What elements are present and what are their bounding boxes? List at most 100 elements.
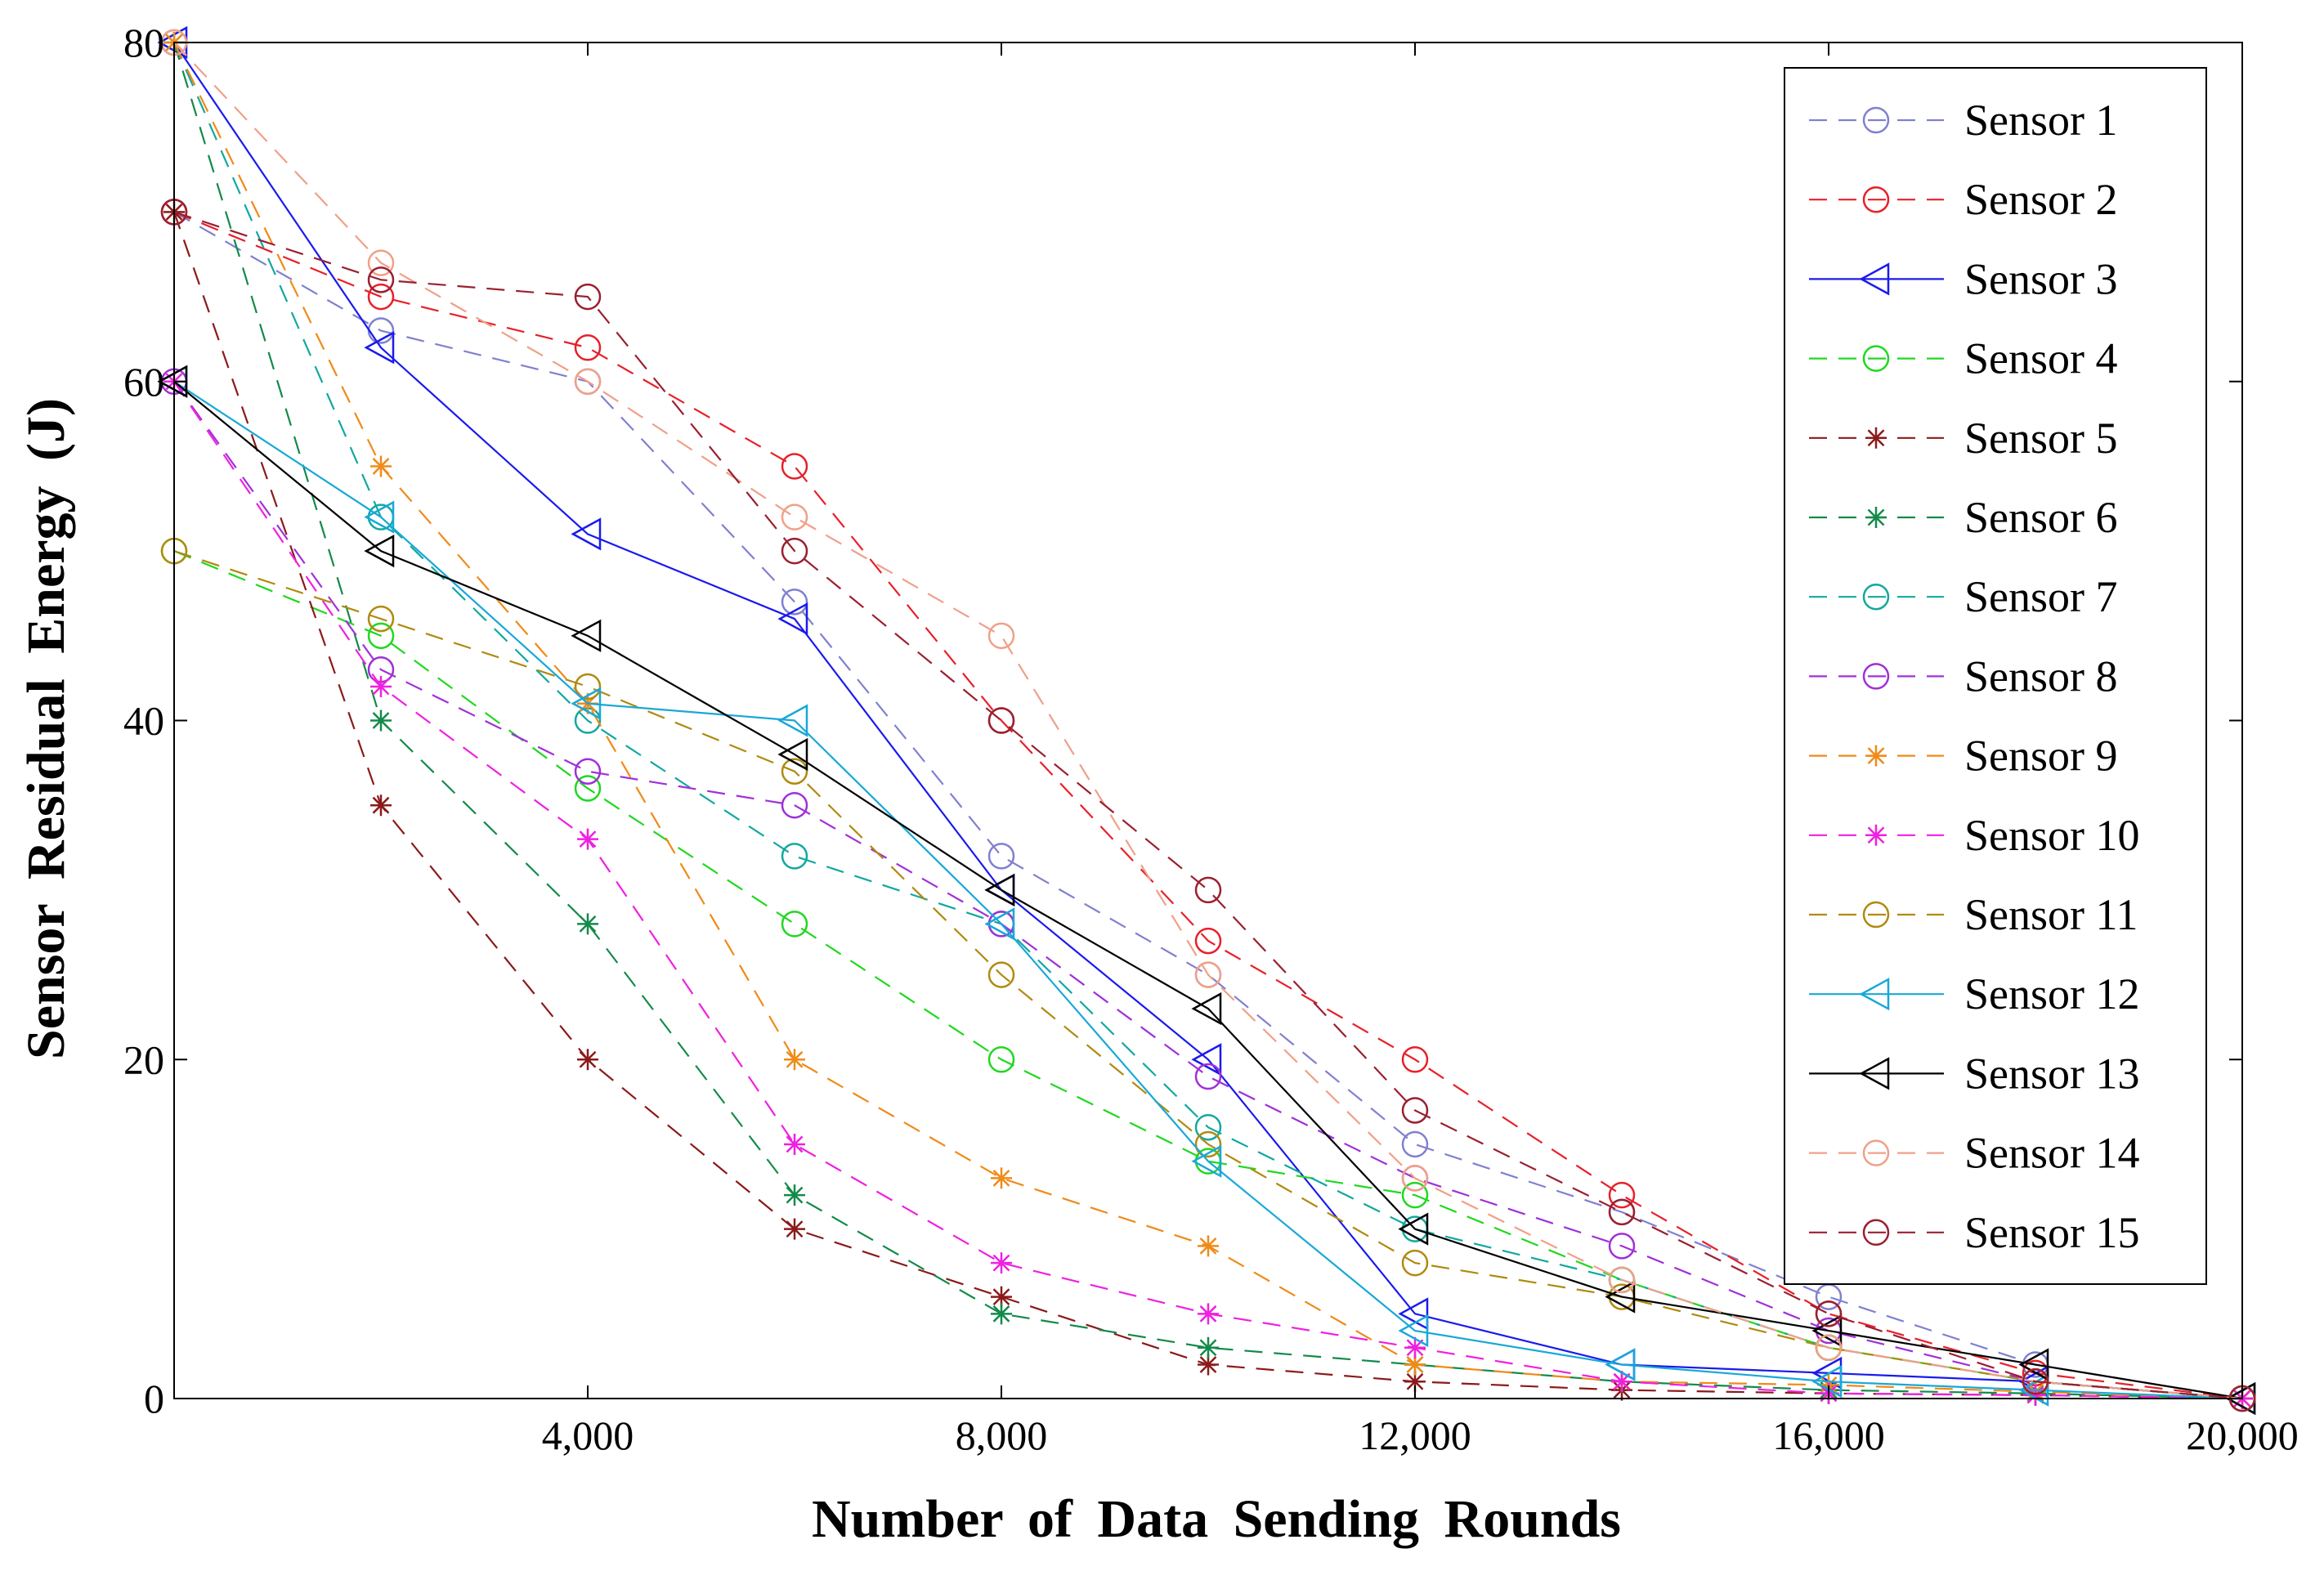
data-point: [574, 673, 602, 700]
data-point: [784, 1133, 805, 1155]
data-point: [574, 334, 602, 361]
data-point: [1398, 1212, 1429, 1246]
data-point: [1608, 1266, 1636, 1294]
data-point: [1401, 1130, 1429, 1158]
data-point: [1401, 1097, 1429, 1124]
data-point: [1398, 1314, 1429, 1348]
legend: Sensor 1 Sensor 2 Sensor 3 Sensor 4 Sensor 5…: [1784, 67, 2207, 1285]
legend-label: Sensor 6: [1964, 493, 2118, 542]
data-point: [571, 517, 602, 551]
data-point: [1194, 876, 1222, 904]
legend-marker: [1862, 106, 1890, 134]
data-point: [987, 1046, 1015, 1073]
data-point: [367, 249, 395, 276]
legend-label: Sensor 15: [1964, 1208, 2140, 1257]
data-point: [777, 602, 808, 636]
series-line: [172, 42, 2243, 1400]
legend-label: Sensor 2: [1964, 175, 2118, 224]
y-tick-label: 20: [123, 1036, 164, 1082]
legend-marker: [1862, 1139, 1890, 1166]
legend-entry: Sensor 1: [1809, 96, 2118, 145]
legend-label: Sensor 5: [1964, 414, 2118, 463]
data-point: [2018, 1348, 2049, 1381]
data-point: [991, 1286, 1012, 1308]
x-tick-label: 4,000: [542, 1412, 634, 1458]
data-point: [1815, 1300, 1843, 1327]
legend-label: Sensor 7: [1964, 572, 2118, 621]
legend-label: Sensor 10: [1964, 811, 2140, 860]
data-point: [781, 589, 808, 615]
data-point: [370, 455, 392, 477]
data-point: [574, 283, 602, 311]
data-point: [1815, 1334, 1843, 1362]
data-point: [364, 331, 395, 365]
data-point: [1194, 961, 1222, 988]
legend-marker: [1862, 1219, 1890, 1247]
data-point: [574, 368, 602, 395]
legend-entry: Sensor 10: [1809, 811, 2140, 860]
series-13: [157, 365, 2256, 1416]
legend-entry: Sensor 7: [1809, 572, 2118, 621]
data-point: [781, 843, 808, 870]
x-tick-label: 12,000: [1359, 1412, 1471, 1458]
data-point: [1191, 991, 1222, 1026]
data-point: [784, 1218, 805, 1240]
data-point: [2025, 1384, 2046, 1406]
legend-label: Sensor 12: [1964, 969, 2140, 1018]
data-point: [984, 873, 1015, 906]
data-point: [1811, 1314, 1843, 1348]
series-line: [173, 42, 2243, 1400]
series-line: [173, 211, 2243, 1400]
y-tick-label: 60: [123, 359, 164, 405]
data-point: [577, 828, 598, 850]
legend-marker: [1862, 901, 1890, 929]
data-point: [1194, 1113, 1222, 1141]
legend-entry: Sensor 15: [1809, 1208, 2140, 1257]
legend-entry: Sensor 4: [1809, 334, 2118, 383]
data-point: [370, 676, 392, 698]
data-point: [364, 500, 395, 534]
data-point: [1198, 1235, 1219, 1257]
data-point: [577, 913, 598, 935]
legend-label: Sensor 11: [1964, 890, 2138, 939]
data-point: [984, 907, 1015, 941]
x-tick-label: 20,000: [2186, 1412, 2299, 1458]
legend-label: Sensor 3: [1964, 254, 2118, 303]
legend-marker: [1859, 262, 1890, 296]
data-point: [991, 1252, 1012, 1274]
legend-entry: Sensor 13: [1809, 1049, 2140, 1098]
data-point: [987, 622, 1015, 650]
data-point: [1401, 1165, 1429, 1192]
legend-marker: [1862, 186, 1890, 213]
data-point: [1191, 1043, 1222, 1076]
legend-marker: [1859, 1057, 1890, 1090]
data-point: [1401, 1181, 1429, 1209]
legend-entry: Sensor 6: [1809, 493, 2118, 542]
series-15: [160, 199, 2256, 1412]
legend-marker: [1865, 427, 1887, 449]
data-point: [987, 843, 1015, 870]
data-point: [577, 1049, 598, 1071]
data-point: [781, 911, 808, 938]
data-point: [1401, 1249, 1429, 1277]
data-point: [1605, 1280, 1636, 1314]
data-point: [1398, 1297, 1429, 1331]
series-line: [173, 211, 2243, 1400]
data-point: [991, 1303, 1012, 1325]
legend-marker: [1865, 824, 1887, 846]
series-line: [173, 550, 2243, 1400]
y-axis-title: Sensor Residual Energy (J): [16, 398, 76, 1059]
legend-entry: Sensor 14: [1809, 1129, 2140, 1178]
data-point: [1194, 1063, 1222, 1090]
data-point: [1198, 1336, 1219, 1358]
legend-marker: [1862, 345, 1890, 372]
data-point: [1198, 1354, 1219, 1376]
data-point: [2018, 1373, 2049, 1407]
series-line: [173, 381, 2243, 1400]
data-point: [784, 1049, 805, 1071]
data-point: [1401, 1046, 1429, 1073]
data-point: [367, 283, 395, 311]
data-point: [777, 737, 808, 772]
legend-marker: [1862, 583, 1890, 611]
data-point: [1404, 1336, 1426, 1358]
